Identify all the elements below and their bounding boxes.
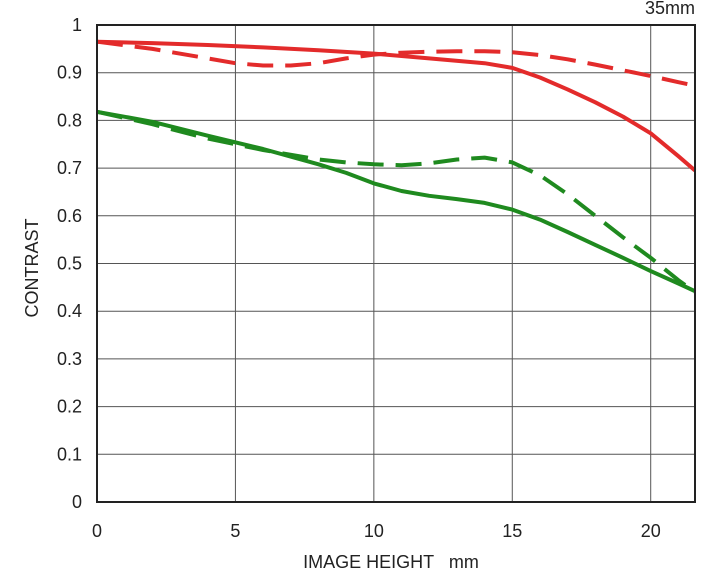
y-tick-label: 0.8 (57, 110, 82, 130)
series-line-3-solid (96, 109, 696, 294)
y-tick-label: 0.9 (57, 63, 82, 83)
x-tick-label: 0 (92, 521, 102, 541)
y-axis-label: CONTRAST (22, 218, 42, 317)
chart-title: 35mm (645, 0, 695, 18)
y-tick-label: 0 (72, 492, 82, 512)
x-tick-labels: 0 5 10 15 20 (92, 521, 661, 541)
x-tick-label: 20 (641, 521, 661, 541)
x-axis-label: IMAGE HEIGHT mm (303, 552, 479, 570)
y-tick-label: 0.2 (57, 397, 82, 417)
x-tick-label: 5 (230, 521, 240, 541)
y-tick-label: 0.6 (57, 206, 82, 226)
y-tick-label: 0.4 (57, 301, 82, 321)
series-line-2-dashed (96, 39, 696, 88)
x-tick-label: 15 (502, 521, 522, 541)
y-tick-label: 0.3 (57, 349, 82, 369)
series-lines (96, 39, 697, 294)
y-tick-labels: 0 0.1 0.2 0.3 0.4 0.5 0.6 0.7 0.8 0.9 1 (57, 15, 82, 512)
y-tick-label: 0.7 (57, 158, 82, 178)
y-tick-label: 0.1 (57, 444, 82, 464)
y-tick-label: 0.5 (57, 254, 82, 274)
plot-frame (96, 24, 696, 503)
x-tick-label: 10 (364, 521, 384, 541)
y-tick-label: 1 (72, 15, 82, 35)
series-line-1-solid (96, 39, 697, 173)
series-line-4-dashed (96, 109, 697, 294)
grid-lines (97, 25, 695, 502)
